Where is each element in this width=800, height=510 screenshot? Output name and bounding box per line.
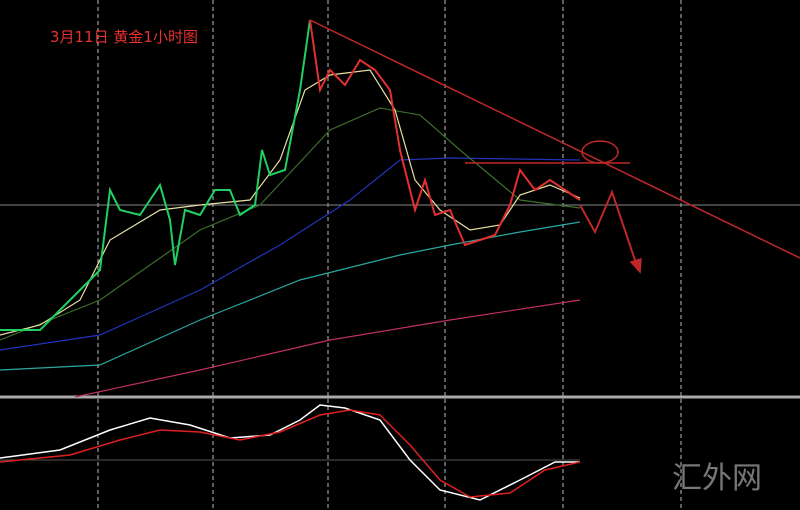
signal-line: [0, 409, 581, 498]
macd-line: [0, 404, 580, 501]
arrow-head: [629, 257, 642, 274]
ma-mid: [0, 221, 581, 371]
price-path: [0, 19, 581, 331]
price-up: [0, 19, 311, 331]
chart-title: 3月11日 黄金1小时图: [50, 28, 198, 46]
ma-blue: [0, 157, 581, 351]
ma-green: [0, 107, 581, 341]
annotations: [309, 19, 800, 274]
price-down: [309, 19, 581, 247]
watermark: 汇外网: [672, 461, 762, 496]
trend-line: [309, 19, 800, 259]
forecast-arrow: [579, 189, 638, 267]
ma-long: [74, 299, 581, 398]
circle-mark: [581, 140, 619, 164]
macd: [0, 404, 581, 501]
